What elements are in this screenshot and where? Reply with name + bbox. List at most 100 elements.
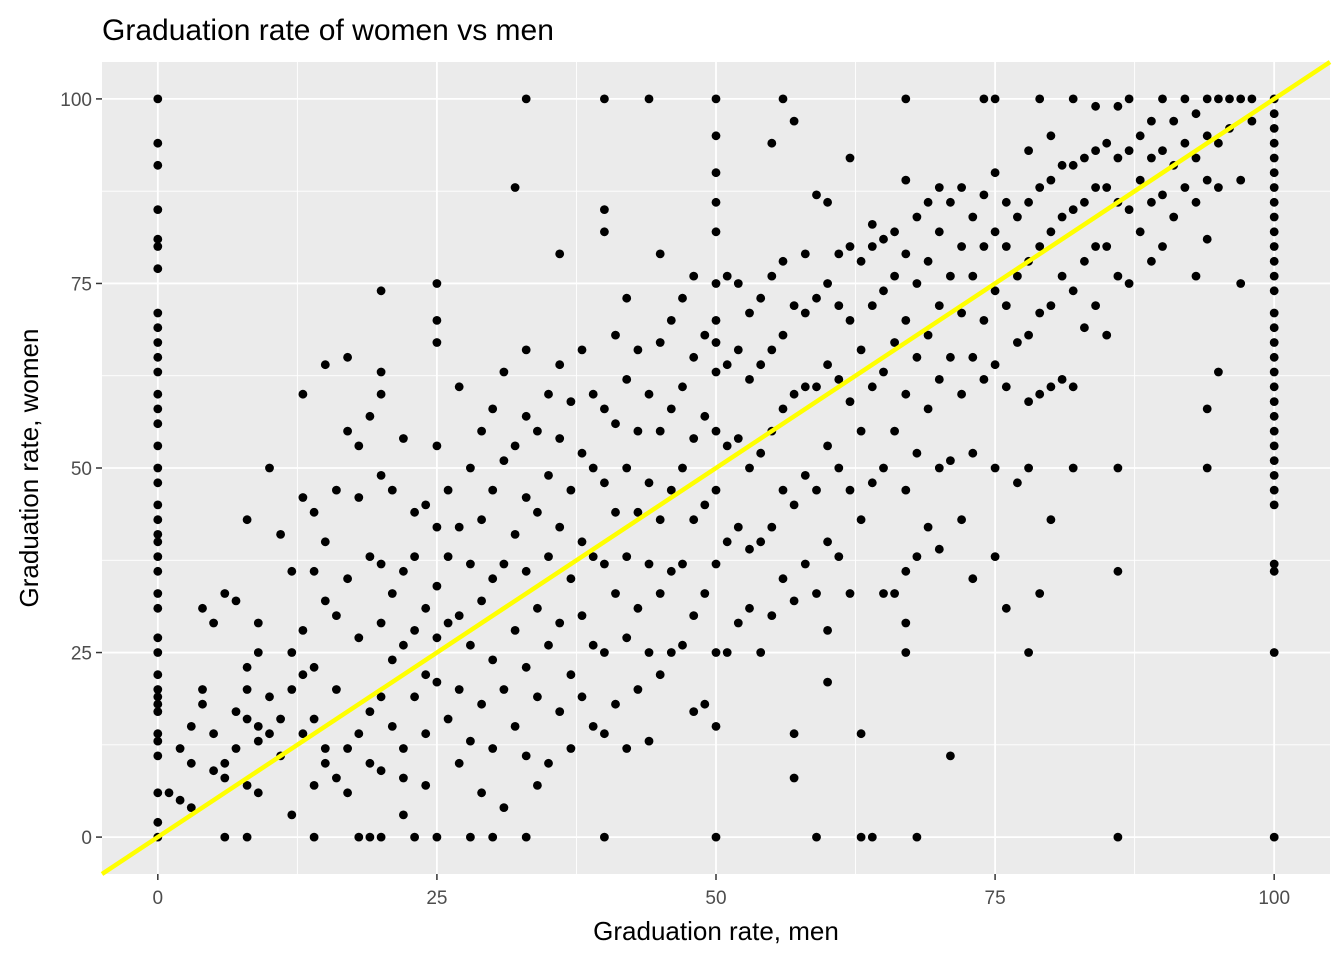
data-point: [332, 773, 341, 783]
data-point: [432, 832, 442, 842]
data-point: [1068, 160, 1078, 170]
data-point: [588, 389, 598, 399]
data-point: [533, 692, 542, 702]
data-point: [879, 589, 888, 598]
data-point: [1158, 146, 1167, 156]
data-point: [923, 330, 933, 340]
data-point: [253, 788, 263, 798]
data-point: [365, 758, 375, 768]
data-point: [1035, 589, 1045, 598]
data-point: [1202, 175, 1212, 185]
data-point: [153, 530, 163, 539]
data-point: [711, 197, 721, 207]
data-point: [544, 640, 553, 650]
data-point: [242, 714, 252, 724]
data-point: [1269, 308, 1279, 318]
data-point: [1102, 330, 1112, 340]
data-point: [756, 537, 766, 547]
data-point: [800, 249, 810, 259]
data-point: [153, 692, 163, 702]
data-point: [153, 685, 163, 694]
data-point: [164, 788, 174, 798]
data-point: [890, 271, 899, 281]
data-point: [186, 758, 196, 768]
data-point: [376, 286, 386, 296]
data-point: [343, 744, 352, 753]
data-point: [733, 345, 743, 355]
data-point: [1102, 138, 1112, 148]
y-axis-ticks: 0 25 50 75 100: [60, 90, 102, 849]
data-point: [1269, 367, 1279, 377]
data-point: [600, 559, 609, 569]
data-point: [901, 566, 911, 576]
data-point: [477, 426, 486, 436]
data-point: [1225, 94, 1234, 104]
data-point: [689, 271, 699, 281]
data-point: [1158, 242, 1167, 251]
data-point: [678, 293, 687, 303]
data-point: [1269, 426, 1279, 436]
data-point: [1057, 212, 1067, 222]
data-point: [823, 441, 832, 451]
data-point: [778, 404, 788, 414]
data-point: [990, 286, 1000, 296]
data-point: [789, 389, 799, 399]
data-point: [153, 751, 163, 761]
y-axis-label: Graduation rate, women: [14, 329, 44, 608]
data-point: [1236, 94, 1246, 104]
data-point: [722, 271, 732, 281]
data-point: [153, 138, 163, 148]
data-point: [1035, 389, 1045, 399]
data-point: [711, 426, 721, 436]
data-point: [153, 389, 163, 399]
data-point: [521, 94, 531, 104]
data-point: [968, 448, 978, 458]
data-point: [1269, 456, 1279, 465]
data-point: [320, 758, 330, 768]
data-point: [242, 781, 252, 790]
data-point: [678, 559, 687, 569]
data-point: [421, 729, 431, 739]
chart-title: Graduation rate of women vs men: [102, 14, 554, 47]
data-point: [555, 522, 565, 532]
data-point: [934, 227, 944, 237]
data-point: [890, 227, 899, 237]
data-point: [700, 411, 710, 421]
data-point: [1169, 212, 1179, 222]
data-point: [309, 566, 319, 576]
data-point: [488, 574, 498, 584]
data-point: [432, 279, 442, 288]
data-point: [298, 626, 308, 635]
data-point: [856, 832, 866, 842]
data-point: [533, 426, 542, 436]
data-point: [934, 183, 944, 192]
data-point: [566, 574, 576, 584]
data-point: [1147, 256, 1156, 266]
data-point: [242, 685, 252, 694]
data-point: [968, 212, 978, 222]
data-point: [689, 352, 699, 362]
y-tick-label: 75: [71, 274, 92, 295]
data-point: [834, 375, 844, 384]
data-point: [376, 618, 386, 628]
data-point: [1214, 94, 1223, 104]
data-point: [711, 168, 721, 178]
data-point: [946, 271, 955, 281]
data-point: [477, 788, 486, 798]
data-point: [365, 552, 375, 561]
data-point: [1113, 271, 1123, 281]
data-point: [320, 744, 330, 753]
data-point: [153, 338, 163, 347]
data-point: [1147, 197, 1156, 207]
data-point: [655, 515, 665, 525]
data-point: [622, 375, 632, 384]
data-point: [1214, 367, 1223, 377]
data-point: [823, 626, 832, 635]
data-point: [309, 507, 319, 517]
data-point: [600, 478, 609, 488]
data-point: [1269, 441, 1279, 451]
data-point: [153, 419, 163, 429]
data-point: [1124, 94, 1134, 104]
data-point: [332, 611, 341, 620]
data-point: [867, 220, 877, 229]
